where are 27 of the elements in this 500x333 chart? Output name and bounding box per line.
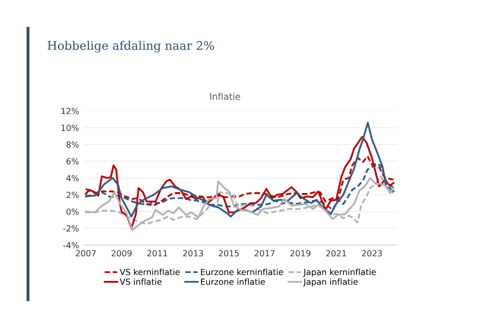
x-tick-label: 2015 (218, 250, 239, 256)
x-tick-label: 2019 (290, 250, 310, 256)
legend-label: Japan kerninflatie (303, 268, 376, 277)
y-tick-label: -2% (63, 225, 79, 232)
x-tick-label: 2023 (362, 250, 382, 256)
legend-label: VS kerninflatie (120, 268, 180, 276)
y-tick-label: 2% (66, 192, 79, 198)
legend-label: Eurzone inflatie (201, 278, 265, 285)
legend-label: VS inflatie (120, 278, 162, 285)
legend-label: Eurzone kerninflatie (201, 268, 284, 276)
chart-subtitle: Inflatie (210, 92, 240, 100)
chart-title: Hobbelige afdaling naar 2% (48, 40, 214, 52)
y-tick-label: 4% (66, 174, 79, 182)
x-tick-label: 2007 (76, 250, 96, 256)
x-tick-label: 2021 (326, 250, 346, 256)
x-tick-label: 2017 (254, 250, 275, 256)
line-series (84, 136, 394, 230)
x-tick-label: 2009 (112, 250, 132, 256)
y-tick-label: 0% (66, 208, 79, 215)
legend-label: Japan inflatie (303, 278, 358, 286)
y-tick-label: 12% (62, 108, 79, 114)
y-tick-label: -4% (63, 242, 79, 248)
x-tick-label: 2011 (147, 250, 168, 256)
y-tick-label: 8% (66, 141, 79, 148)
x-tick-label: 2013 (183, 250, 204, 256)
y-tick-label: 10% (62, 124, 79, 131)
y-tick-label: 6% (66, 158, 79, 164)
